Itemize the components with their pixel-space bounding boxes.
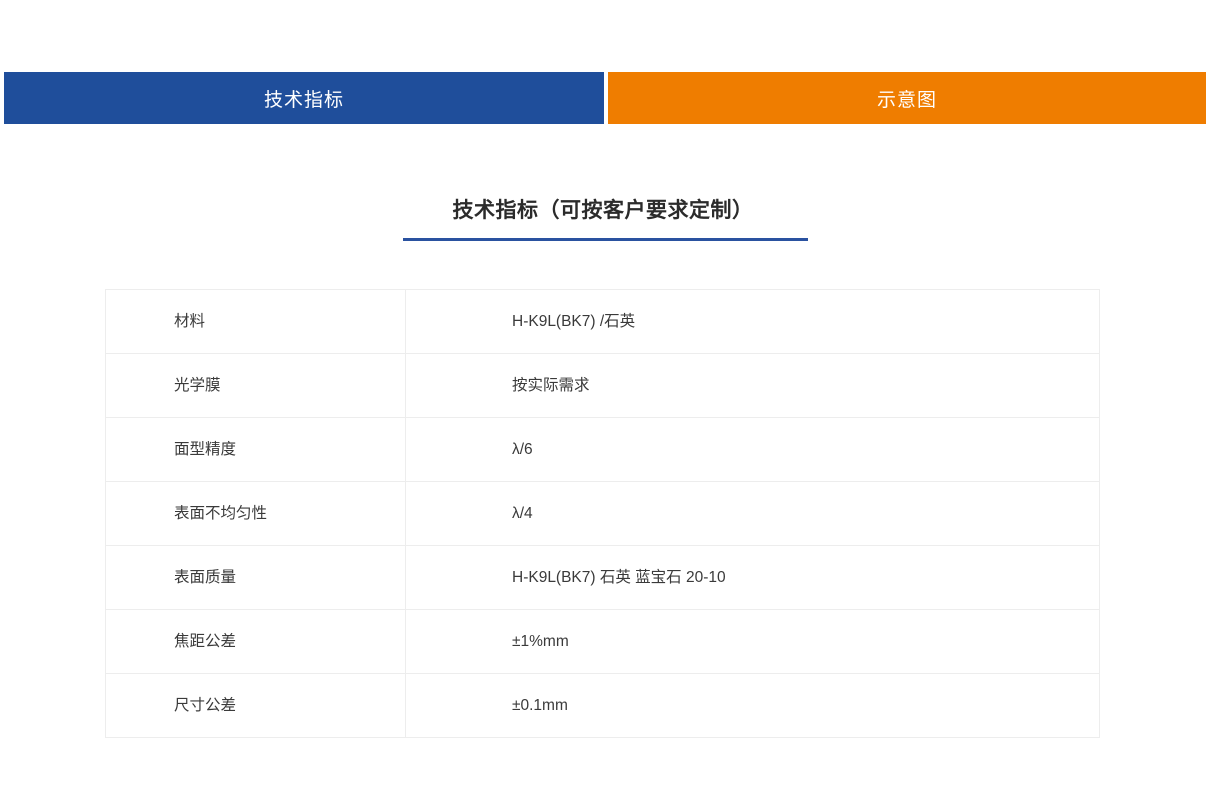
spec-label: 尺寸公差 xyxy=(105,673,406,738)
specifications-table-body: 材料 H-K9L(BK7) /石英 光学膜 按实际需求 面型精度 λ/6 表面不… xyxy=(105,289,1100,738)
spec-value: H-K9L(BK7) /石英 xyxy=(405,289,1100,354)
tab-technical-specs[interactable]: 技术指标 xyxy=(4,72,604,124)
table-row: 光学膜 按实际需求 xyxy=(105,353,1100,418)
spec-label: 表面不均匀性 xyxy=(105,481,406,546)
spec-value: ±0.1mm xyxy=(405,673,1100,738)
tab-schematic-diagram-label: 示意图 xyxy=(876,89,937,111)
spec-value: λ/6 xyxy=(405,417,1100,482)
table-row: 表面质量 H-K9L(BK7) 石英 蓝宝石 20-10 xyxy=(105,545,1100,610)
section-header: 技术指标（可按客户要求定制） xyxy=(0,198,1206,235)
table-row: 面型精度 λ/6 xyxy=(105,417,1100,482)
spec-value: λ/4 xyxy=(405,481,1100,546)
spec-label: 焦距公差 xyxy=(105,609,406,674)
title-underline-rule xyxy=(403,238,808,241)
tab-bar: 技术指标 示意图 xyxy=(4,72,1206,124)
spec-label: 材料 xyxy=(105,289,406,354)
table-row: 尺寸公差 ±0.1mm xyxy=(105,673,1100,738)
spec-label: 面型精度 xyxy=(105,417,406,482)
spec-value: ±1%mm xyxy=(405,609,1100,674)
page-title: 技术指标（可按客户要求定制） xyxy=(452,199,754,222)
tab-technical-specs-label: 技术指标 xyxy=(263,89,344,111)
spec-label: 光学膜 xyxy=(105,353,406,418)
specifications-table: 材料 H-K9L(BK7) /石英 光学膜 按实际需求 面型精度 λ/6 表面不… xyxy=(105,289,1100,738)
tab-divider xyxy=(604,72,608,124)
table-row: 表面不均匀性 λ/4 xyxy=(105,481,1100,546)
tab-schematic-diagram[interactable]: 示意图 xyxy=(608,72,1206,124)
spec-value: H-K9L(BK7) 石英 蓝宝石 20-10 xyxy=(405,545,1100,610)
spec-label: 表面质量 xyxy=(105,545,406,610)
spec-value: 按实际需求 xyxy=(405,353,1100,418)
table-row: 焦距公差 ±1%mm xyxy=(105,609,1100,674)
table-row: 材料 H-K9L(BK7) /石英 xyxy=(105,289,1100,354)
